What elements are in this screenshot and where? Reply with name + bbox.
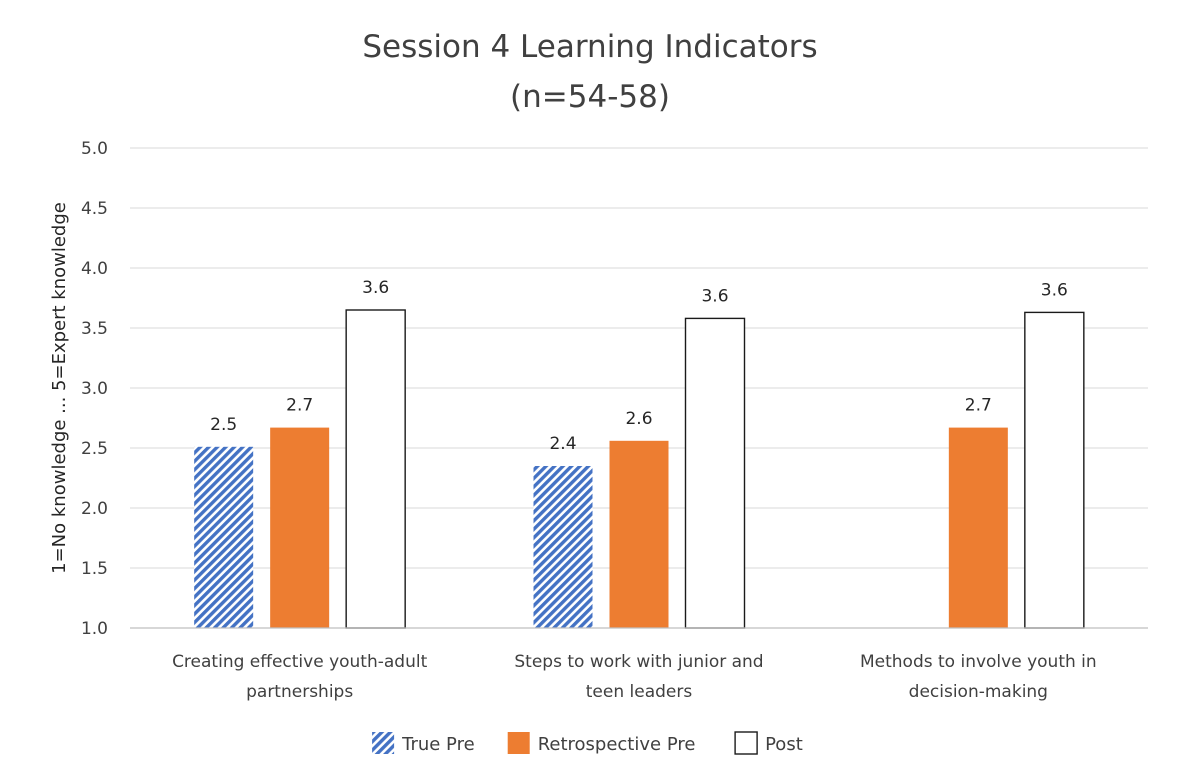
x-tick-label: Methods to involve youth in	[860, 652, 1097, 672]
data-label: 2.7	[286, 396, 313, 416]
legend-label: Retrospective Pre	[538, 734, 696, 755]
y-axis-ticks: 1.0 1.5 2.0 2.5 3.0 3.5 4.0 4.5 5.0	[81, 139, 108, 639]
x-axis-categories: Creating effective youth-adult partnershi…	[172, 652, 1097, 702]
data-label: 3.6	[362, 278, 389, 298]
legend-label: Post	[765, 734, 803, 755]
data-label: 2.5	[210, 415, 237, 435]
x-tick-label: decision-making	[909, 682, 1048, 702]
chart-title-line-2: (n=54-58)	[510, 79, 670, 115]
legend-swatch	[372, 732, 395, 754]
legend: True Pre Retrospective Pre Post	[372, 731, 803, 755]
x-tick-label: Steps to work with junior and	[514, 652, 763, 672]
y-tick-label: 4.5	[81, 199, 108, 219]
data-label: 2.7	[965, 396, 992, 416]
y-axis-label: 1=No knowledge ... 5=Expert knowledge	[49, 202, 70, 574]
legend-item-retrospective-pre: Retrospective Pre	[507, 732, 696, 755]
bar-post	[684, 317, 746, 629]
bar-true-pre	[533, 466, 593, 628]
y-tick-label: 2.0	[81, 499, 108, 519]
chart-title-line-1: Session 4 Learning Indicators	[362, 29, 817, 65]
y-tick-label: 1.0	[81, 619, 108, 639]
bar-retrospective-pre	[609, 440, 669, 628]
x-tick-label: Creating effective youth-adult	[172, 652, 428, 672]
legend-label: True Pre	[401, 734, 475, 755]
y-tick-label: 4.0	[81, 259, 108, 279]
data-label: 2.4	[549, 434, 576, 454]
bars	[194, 309, 1085, 629]
legend-item-post: Post	[734, 731, 803, 755]
legend-swatch	[507, 732, 530, 754]
bar-post	[1024, 311, 1085, 629]
x-tick-label: partnerships	[246, 682, 353, 702]
x-tick-label: teen leaders	[586, 682, 693, 702]
data-label: 3.6	[701, 286, 728, 306]
chart-title: Session 4 Learning Indicators (n=54-58)	[362, 29, 817, 115]
data-labels: 2.5 2.4 2.7 2.6 2.7 3.6 3.6 3.6	[210, 278, 1068, 454]
bar-retrospective-pre	[270, 427, 330, 628]
legend-swatch	[734, 731, 758, 755]
bar-post	[345, 309, 406, 629]
bar-true-pre	[194, 446, 254, 628]
y-tick-label: 2.5	[81, 439, 108, 459]
bar-retrospective-pre	[948, 427, 1008, 628]
data-label: 3.6	[1041, 280, 1068, 300]
data-label: 2.6	[625, 409, 652, 429]
y-tick-label: 3.5	[81, 319, 108, 339]
y-tick-label: 1.5	[81, 559, 108, 579]
y-tick-label: 3.0	[81, 379, 108, 399]
legend-item-true-pre: True Pre	[372, 732, 475, 755]
y-tick-label: 5.0	[81, 139, 108, 159]
